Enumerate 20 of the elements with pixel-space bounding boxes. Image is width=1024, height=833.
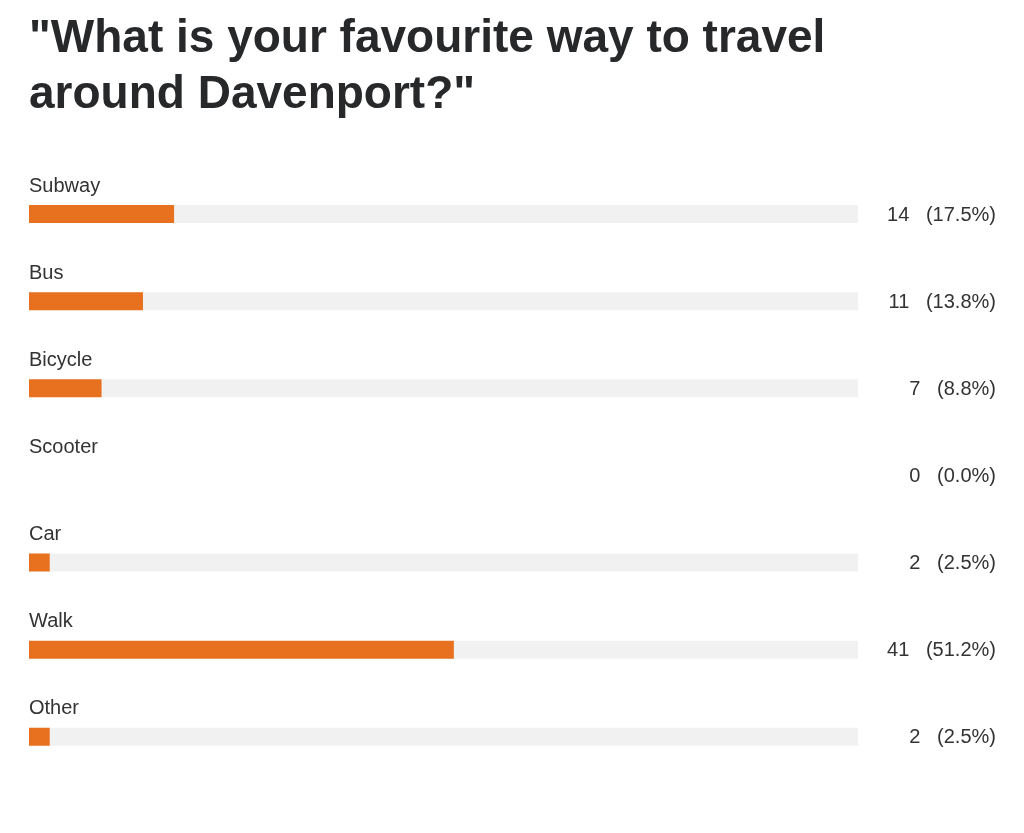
data-label: 41 (51.2%) [887, 638, 996, 661]
data-label: 7 (8.8%) [909, 376, 996, 399]
data-label: 14 (17.5%) [887, 202, 996, 225]
y-tick-label: Other [29, 696, 80, 719]
chart-title: "What is your favourite way to travel around Davenport?" [29, 9, 827, 120]
bar [29, 727, 50, 746]
bar [29, 292, 143, 311]
data-label: 11 (13.8%) [888, 289, 996, 312]
data-label: 2 (2.5%) [909, 551, 996, 574]
bar [29, 205, 175, 223]
data-label: 2 (2.5%) [909, 725, 996, 748]
y-tick-label: Subway [29, 173, 101, 196]
y-tick-label: Scooter [29, 435, 99, 457]
bar [29, 553, 50, 572]
data-label: 0 (0.0%) [909, 464, 996, 486]
y-tick-label: Car [29, 522, 62, 545]
y-tick-label: Walk [29, 609, 74, 632]
y-tick-label: Bicycle [29, 347, 93, 370]
bar [29, 379, 102, 398]
y-tick-label: Bus [29, 260, 64, 283]
